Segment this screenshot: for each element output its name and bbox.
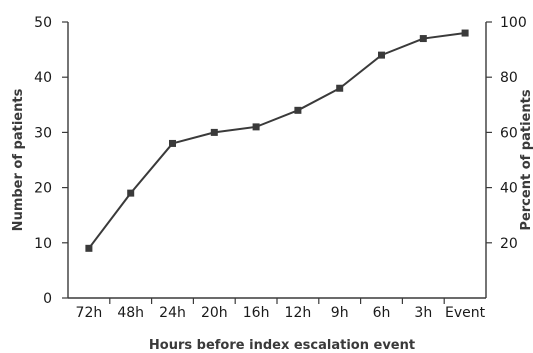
x-tick-label: 72h <box>76 305 103 321</box>
y-axis-title-right: Percent of patients <box>519 89 533 230</box>
data-point <box>85 244 93 252</box>
y-tick-label-left: 30 <box>34 125 52 141</box>
x-tick-label: 9h <box>331 305 349 321</box>
data-point <box>127 189 135 197</box>
x-tick-label: 24h <box>159 305 186 321</box>
series-line <box>88 32 466 249</box>
ticks <box>62 21 492 304</box>
axes <box>67 22 487 299</box>
y-tick-label-right: 20 <box>500 236 518 252</box>
data-point <box>210 128 218 136</box>
x-tick-label: 16h <box>243 305 270 321</box>
y-tick-label-right: 60 <box>500 125 518 141</box>
y-axis-title-left: Number of patients <box>11 88 26 231</box>
y-tick-label-right: 40 <box>500 181 518 197</box>
y-tick-label-right: 100 <box>500 15 527 31</box>
x-axis-title: Hours before index escalation event <box>149 338 415 353</box>
data-point <box>169 139 176 147</box>
data-point <box>419 35 427 43</box>
plot-area <box>85 29 469 252</box>
y-tick-label-left: 10 <box>34 236 52 252</box>
x-tick-label: 12h <box>285 305 312 321</box>
data-point <box>378 51 385 59</box>
y-tick-label-left: 50 <box>34 15 52 31</box>
x-tick-label: Event <box>445 305 486 321</box>
data-point <box>336 84 344 92</box>
x-tick-label: 3h <box>414 305 432 321</box>
tick-labels: 0 10 20 30 40 50 20 40 60 80 100 72h 48h 24h 20h 16h 12h… <box>34 15 527 321</box>
y-tick-label-left: 0 <box>43 291 52 307</box>
y-tick-label-right: 80 <box>500 70 518 86</box>
data-point <box>252 123 260 131</box>
x-tick-label: 6h <box>373 305 391 321</box>
y-tick-label-left: 40 <box>34 70 52 86</box>
y-tick-label-left: 20 <box>34 181 52 197</box>
data-point <box>461 29 469 37</box>
x-tick-label: 48h <box>117 305 144 321</box>
x-tick-label: 20h <box>201 305 228 321</box>
data-point <box>294 106 302 114</box>
